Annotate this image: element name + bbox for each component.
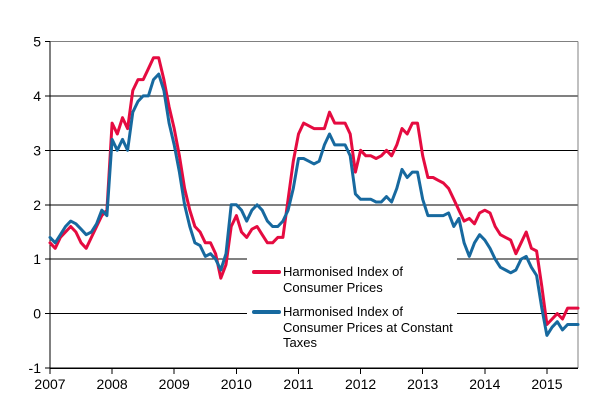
x-tick-label: 2012	[345, 376, 376, 392]
x-tick-label: 2013	[407, 376, 438, 392]
x-tick-label: 2007	[34, 376, 65, 392]
hicp-constant-taxes-line	[48, 72, 580, 337]
y-tick-label: 0	[33, 306, 41, 322]
legend-label-hicp-ct: Harmonised Index of Consumer Prices at C…	[283, 304, 453, 350]
chart-legend: Harmonised Index of Consumer Prices Harm…	[247, 256, 457, 364]
x-tick-label: 2011	[283, 376, 313, 392]
legend-item-hicp: Harmonised Index of Consumer Prices	[252, 264, 457, 295]
x-tick-label: 2014	[469, 376, 500, 392]
y-tick-label: 1	[33, 251, 41, 267]
legend-label-hicp: Harmonised Index of Consumer Prices	[283, 264, 403, 295]
legend-swatch-hicp-ct	[252, 310, 281, 314]
axes	[45, 41, 578, 374]
y-tick-label: 3	[33, 142, 41, 158]
x-tick-label: 2010	[221, 376, 252, 392]
x-tick-label: 2015	[531, 376, 562, 392]
hicp-line	[48, 56, 580, 326]
y-tick-label: 2	[33, 197, 41, 213]
y-tick-label: 4	[33, 88, 41, 104]
y-tick-label: 5	[33, 34, 41, 50]
legend-item-hicp-ct: Harmonised Index of Consumer Prices at C…	[252, 304, 457, 351]
gridlines	[50, 41, 579, 368]
legend-swatch-hicp	[252, 270, 281, 274]
x-tick-label: 2008	[97, 376, 128, 392]
x-tick-label: 2009	[159, 376, 190, 392]
y-tick-label: -1	[29, 360, 42, 376]
